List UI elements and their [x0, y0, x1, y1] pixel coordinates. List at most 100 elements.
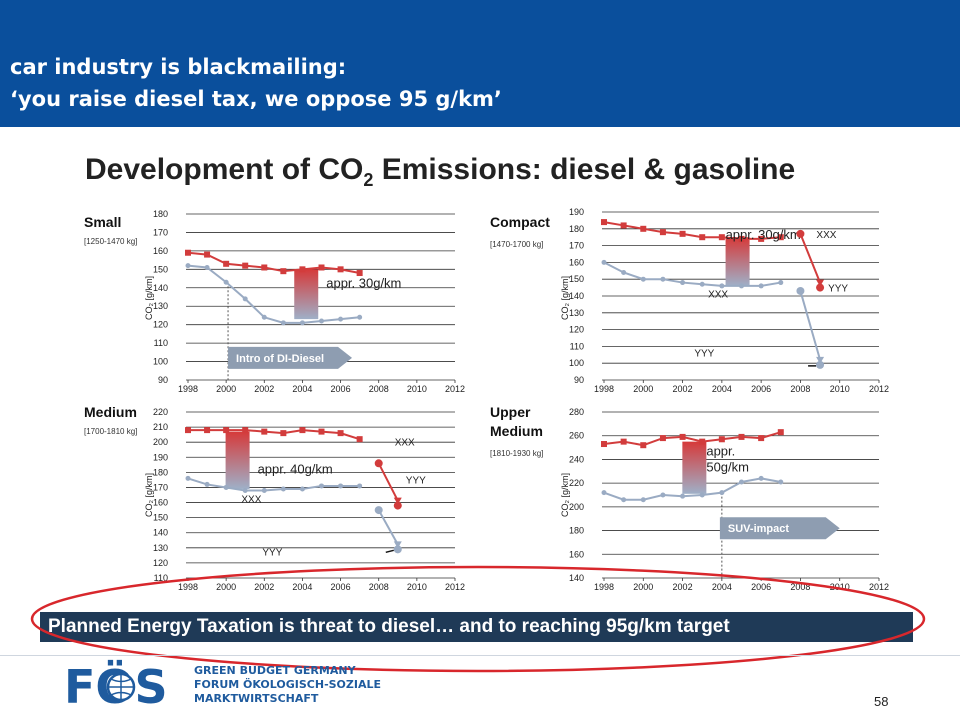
data-point-gasoline — [337, 430, 344, 437]
data-point-gasoline — [280, 268, 287, 275]
data-point-gasoline — [738, 433, 745, 440]
x-tick-label: 2000 — [216, 384, 236, 394]
projection-end-point — [816, 283, 825, 292]
x-tick-label: 2012 — [869, 582, 889, 592]
data-point-diesel — [621, 269, 627, 275]
data-point-gasoline — [659, 229, 666, 236]
y-axis-label: CO₂ [g/km] — [560, 473, 570, 517]
y-tick-label: 190 — [569, 207, 584, 217]
data-point-gasoline — [601, 441, 607, 448]
series-line-gasoline — [603, 431, 782, 447]
data-point-gasoline — [337, 266, 344, 273]
y-tick-label: 240 — [569, 454, 584, 464]
projection-start-point — [374, 459, 383, 468]
org-name-line: FORUM ÖKOLOGISCH-SOZIALE — [194, 678, 382, 691]
data-point-diesel — [357, 483, 363, 489]
series-line-gasoline — [188, 429, 360, 441]
projection-arrowhead — [393, 541, 402, 549]
y-tick-label: 110 — [154, 338, 168, 348]
gap-label: appr. 30g/km — [326, 275, 401, 290]
data-point-diesel — [640, 276, 646, 282]
gap-label: appr. — [706, 444, 735, 459]
y-tick-label: 100 — [569, 358, 584, 368]
gap-bar — [682, 441, 707, 494]
projection-label: YYY — [262, 547, 282, 558]
y-tick-label: 120 — [153, 558, 168, 568]
y-tick-label: 150 — [569, 274, 584, 284]
x-tick-label: 2006 — [331, 384, 351, 394]
panel-weight-range: [1810-1930 kg] — [490, 449, 543, 458]
data-point-gasoline — [299, 266, 306, 273]
data-point-diesel — [261, 487, 267, 493]
projection-arrow — [377, 509, 399, 545]
data-point-diesel — [640, 497, 646, 503]
y-tick-label: 130 — [569, 308, 584, 318]
y-tick-label: 90 — [158, 375, 168, 385]
data-point-diesel — [739, 479, 744, 485]
data-point-gasoline — [261, 428, 268, 435]
x-tick-label: 2010 — [830, 582, 850, 592]
x-tick-label: 2002 — [254, 384, 274, 394]
y-tick-label: 260 — [569, 431, 584, 441]
projection-label: YYY — [828, 284, 848, 295]
x-tick-label: 2008 — [790, 582, 810, 592]
panel-title: Upper — [490, 404, 531, 420]
data-point-gasoline — [204, 427, 211, 434]
y-tick-label: 130 — [153, 543, 168, 553]
data-point-gasoline — [718, 234, 725, 241]
x-tick-label: 2004 — [292, 384, 312, 394]
data-point-diesel — [719, 283, 725, 289]
projection-arrow — [799, 233, 821, 283]
series-line-diesel — [603, 477, 781, 501]
data-point-diesel — [739, 283, 744, 289]
data-point-diesel — [299, 486, 305, 492]
x-tick-label: 2006 — [751, 384, 771, 394]
y-tick-label: 90 — [574, 375, 584, 385]
data-point-gasoline — [299, 427, 306, 434]
y-tick-label: 190 — [153, 452, 168, 462]
y-tick-label: 110 — [570, 341, 584, 351]
y-tick-label: 200 — [569, 502, 584, 512]
data-point-diesel — [185, 263, 191, 269]
data-point-gasoline — [679, 433, 686, 440]
data-point-diesel — [280, 486, 286, 492]
data-point-diesel — [601, 259, 607, 265]
y-tick-label: 220 — [569, 478, 584, 488]
x-tick-label: 2000 — [633, 582, 653, 592]
data-point-diesel — [660, 276, 666, 282]
data-point-gasoline — [261, 264, 268, 271]
y-tick-label: 180 — [153, 467, 168, 477]
data-point-gasoline — [758, 435, 765, 442]
data-point-diesel — [261, 314, 267, 320]
projection-arrow — [799, 290, 822, 361]
y-tick-label: 120 — [569, 325, 584, 335]
data-point-diesel — [242, 296, 248, 302]
gap-label: appr. 40g/km — [258, 462, 333, 477]
data-point-diesel — [223, 279, 229, 285]
projection-end-point — [393, 501, 402, 510]
data-point-diesel — [204, 264, 210, 270]
data-point-diesel — [680, 493, 686, 499]
data-point-diesel — [357, 314, 363, 320]
y-tick-label: 180 — [569, 526, 584, 536]
panel-title: Medium — [84, 404, 137, 420]
y-tick-label: 140 — [569, 573, 584, 583]
projection-label: YYY — [694, 348, 714, 359]
x-tick-label: 2002 — [673, 384, 693, 394]
projection-arrowhead — [816, 356, 825, 364]
y-tick-label: 180 — [569, 224, 584, 234]
y-tick-label: 220 — [153, 407, 168, 417]
projection-label: XXX — [708, 290, 728, 301]
panel-weight-range: [1700-1810 kg] — [84, 427, 137, 436]
x-tick-label: 1998 — [178, 384, 198, 394]
data-point-gasoline — [223, 427, 230, 434]
data-point-diesel — [223, 484, 229, 490]
x-tick-label: 1998 — [594, 384, 614, 394]
x-tick-label: 2004 — [292, 582, 312, 592]
data-point-diesel — [758, 283, 764, 289]
data-point-diesel — [338, 316, 344, 322]
projection-start-point — [796, 286, 805, 295]
projection-arrowhead — [816, 279, 825, 287]
